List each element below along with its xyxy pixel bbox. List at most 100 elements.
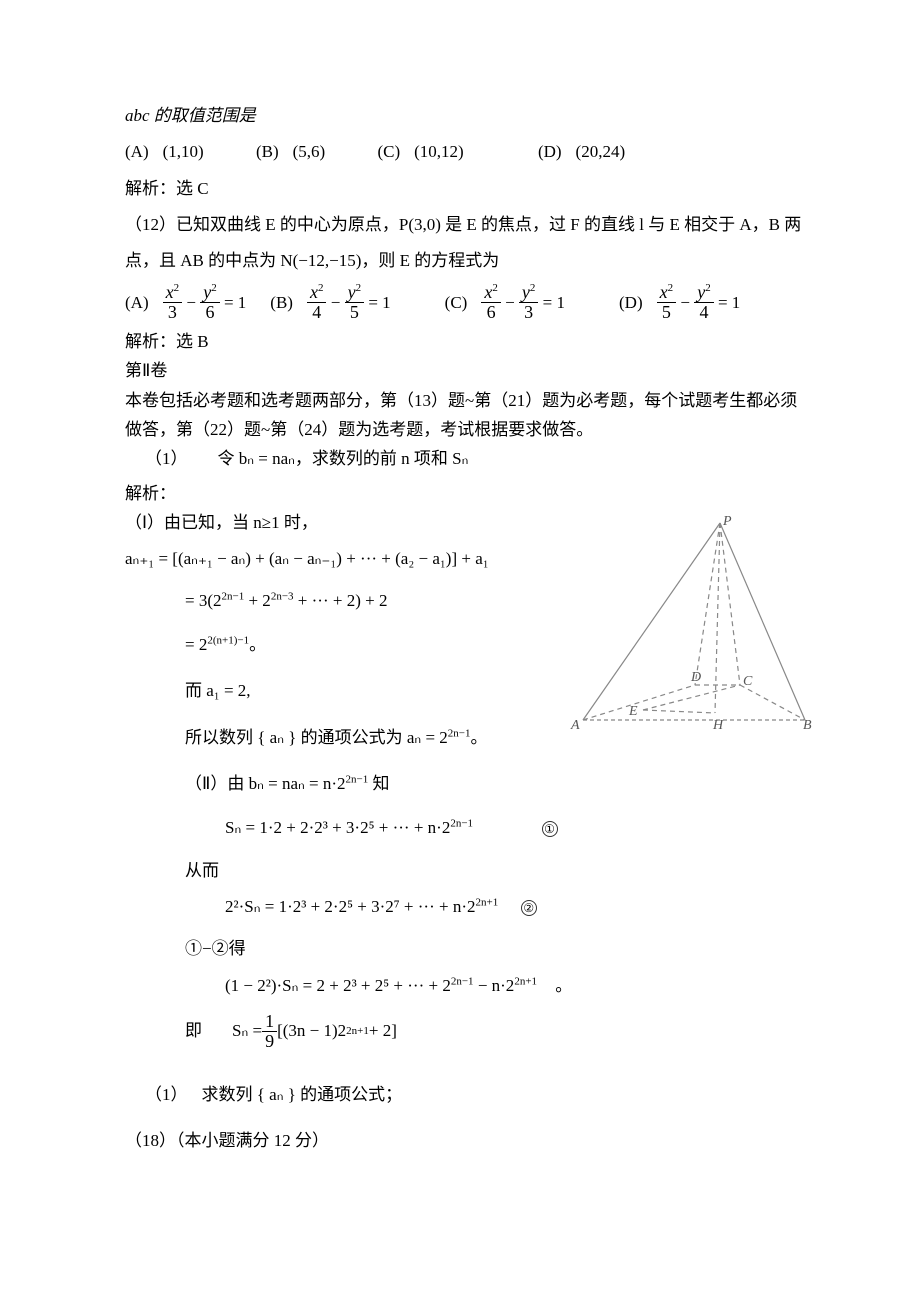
frac-den: 5 bbox=[657, 303, 677, 322]
frac-var: x bbox=[660, 282, 668, 302]
edge-PA bbox=[583, 523, 720, 720]
minus: − bbox=[182, 287, 200, 319]
exp: 2n−1 bbox=[451, 975, 474, 987]
text: + 2 bbox=[244, 591, 271, 610]
opt-label: (B) bbox=[256, 142, 279, 161]
q12-answer: 解析：选 B bbox=[125, 328, 820, 355]
frac-den: 3 bbox=[519, 303, 539, 322]
minus: − bbox=[501, 287, 519, 319]
exp: 2n−1 bbox=[222, 590, 245, 602]
exp: 2n+1 bbox=[514, 975, 537, 987]
edge-EC bbox=[643, 685, 740, 710]
eq1: = 1 bbox=[714, 287, 741, 319]
exp: 2(n+1)−1 bbox=[207, 635, 249, 647]
text: 即 bbox=[185, 1015, 202, 1047]
q-sub2: （1） 令 bₙ = naₙ，求数列的前 n 项和 Sₙ bbox=[125, 445, 820, 472]
sol-l11: ①−②得 bbox=[125, 933, 820, 965]
opt-label: (C) bbox=[445, 287, 468, 319]
text: [(3n − 1)2 bbox=[277, 1015, 346, 1047]
circled-one-icon: ① bbox=[542, 821, 558, 837]
sol-l8: Sₙ = 1·2 + 2·2³ + 3·2⁵ + ··· + n·22n−1 ① bbox=[125, 812, 820, 844]
frac: 19 bbox=[262, 1012, 277, 1051]
opt-label: (D) bbox=[538, 142, 562, 161]
opt-val: (5,6) bbox=[293, 142, 326, 161]
frac-var: x bbox=[166, 282, 174, 302]
frac-den: 6 bbox=[481, 303, 501, 322]
label-D: D bbox=[690, 670, 701, 685]
pyramid-svg: P A B C D E H bbox=[565, 515, 815, 735]
opt-label: (B) bbox=[270, 287, 293, 319]
q12-opt-b: (B) x24 − y25 = 1 bbox=[270, 283, 390, 322]
text: 知 bbox=[368, 774, 389, 793]
text: 所以数列 { aₙ } 的通项公式为 aₙ = 2 bbox=[185, 728, 448, 747]
label-P: P bbox=[722, 515, 732, 529]
opt-label: (A) bbox=[125, 287, 149, 319]
exp: 2n+1 bbox=[476, 896, 499, 908]
q11-options: (A) (1,10) (B) (5,6) (C)(10,12) (D) (20,24) bbox=[125, 136, 820, 168]
q11-opt-d: (D) (20,24) bbox=[538, 142, 625, 161]
q12-options: (A) x23 − y26 = 1 (B) x24 − y25 = 1 (C) … bbox=[125, 283, 820, 322]
edge-EH bbox=[643, 710, 715, 713]
q12-opt-a: (A) x23 − y26 = 1 bbox=[125, 283, 246, 322]
period: 。 bbox=[555, 976, 572, 995]
q12-stem1: （12）已知双曲线 E 的中心为原点，P(3,0) 是 E 的焦点，过 F 的直… bbox=[125, 209, 820, 241]
pyramid-figure: P A B C D E H bbox=[565, 515, 815, 735]
text: = 3(2 bbox=[185, 591, 222, 610]
frac-den: 4 bbox=[694, 303, 714, 322]
label-E: E bbox=[628, 704, 638, 719]
edge-CB bbox=[740, 685, 805, 720]
q11-opt-c: (C)(10,12) bbox=[377, 142, 463, 161]
sol-l10: 2²·Sₙ = 1·2³ + 2·2⁵ + 3·2⁷ + ··· + n·22n… bbox=[125, 891, 820, 923]
text: + 2] bbox=[369, 1015, 397, 1047]
text: Sₙ = bbox=[232, 1015, 262, 1047]
label-B: B bbox=[803, 718, 812, 733]
sol-l7: （Ⅱ）由 bₙ = naₙ = n·22n−1 知 bbox=[125, 768, 820, 800]
q12-opt-c: (C) x26 − y23 = 1 bbox=[445, 283, 565, 322]
sub-text: 令 bₙ = naₙ，求数列的前 n 项和 Sₙ bbox=[218, 449, 469, 468]
q12-stem2: 点，且 AB 的中点为 N(−12,−15)，则 E 的方程式为 bbox=[125, 245, 820, 277]
minus: − bbox=[326, 287, 344, 319]
circled-two-icon: ② bbox=[521, 900, 537, 916]
frac-den: 9 bbox=[262, 1032, 277, 1051]
q-sub1: （1）求数列 { aₙ } 的通项公式； bbox=[125, 1079, 820, 1111]
sol-l13: 即 Sₙ = 19 [(3n − 1)22n+1 + 2] bbox=[125, 1012, 820, 1051]
q18-head: （18）（本小题满分 12 分） bbox=[125, 1125, 820, 1157]
q11-opt-a: (A) (1,10) bbox=[125, 142, 204, 161]
minus: − bbox=[676, 287, 694, 319]
frac: y26 bbox=[200, 283, 220, 322]
frac: y24 bbox=[694, 283, 714, 322]
q11-opt-b: (B) (5,6) bbox=[256, 142, 325, 161]
frac: x25 bbox=[657, 283, 677, 322]
opt-label: (D) bbox=[619, 287, 643, 319]
sol-head: 解析： bbox=[125, 480, 820, 507]
frac-den: 4 bbox=[307, 303, 327, 322]
frac-var: y bbox=[348, 282, 356, 302]
exp: 2n−1 bbox=[346, 773, 369, 785]
frac: x26 bbox=[481, 283, 501, 322]
frac-den: 3 bbox=[163, 303, 183, 322]
frac: x24 bbox=[307, 283, 327, 322]
sub-label: （1） bbox=[145, 1085, 188, 1104]
text: 2²·Sₙ = 1·2³ + 2·2⁵ + 3·2⁷ + ··· + n·2 bbox=[225, 897, 476, 916]
frac-num: 1 bbox=[262, 1012, 277, 1032]
label-H: H bbox=[712, 718, 724, 733]
q11-stem: abc 的取值范围是 bbox=[125, 100, 820, 132]
part2-title: 第Ⅱ卷 bbox=[125, 357, 820, 384]
period: 。 bbox=[471, 728, 488, 747]
text: = 2 bbox=[185, 635, 207, 654]
edge-AD bbox=[583, 685, 695, 720]
sol-l9: 从而 bbox=[125, 855, 820, 887]
frac: x23 bbox=[163, 283, 183, 322]
sub-label: （1） bbox=[145, 449, 188, 468]
opt-val: (20,24) bbox=[576, 142, 626, 161]
text: − n·2 bbox=[474, 976, 515, 995]
eq1: = 1 bbox=[220, 287, 247, 319]
frac-den: 6 bbox=[200, 303, 220, 322]
frac-var: y bbox=[522, 282, 530, 302]
opt-label: (A) bbox=[125, 142, 149, 161]
opt-val: (1,10) bbox=[163, 142, 204, 161]
sol-l12: (1 − 2²)·Sₙ = 2 + 2³ + 2⁵ + ··· + 22n−1 … bbox=[125, 970, 820, 1002]
exp: 2n−1 bbox=[448, 727, 471, 739]
label-A: A bbox=[570, 718, 580, 733]
eq1: = 1 bbox=[538, 287, 565, 319]
